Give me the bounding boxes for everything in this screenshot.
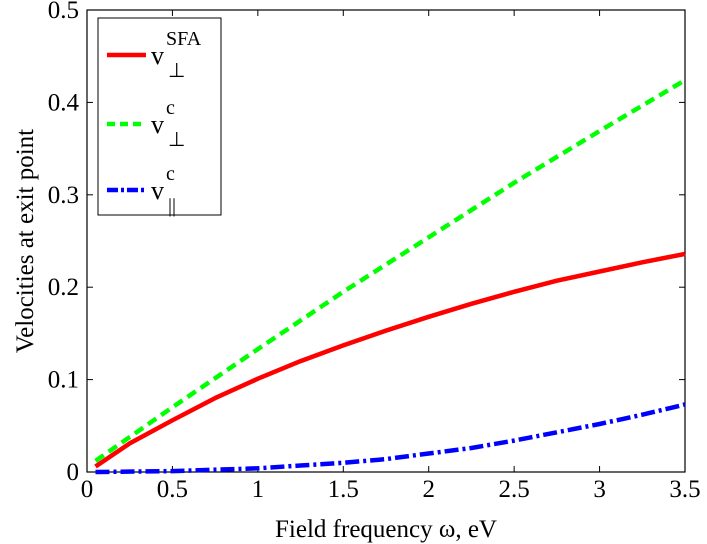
y-tick-label: 0.4 — [48, 89, 80, 116]
x-tick-label: 3 — [593, 476, 606, 503]
x-tick-label: 1.5 — [328, 476, 359, 503]
series-line-2 — [94, 78, 687, 463]
axis-ticks: 0 0.5 1 1.5 2 2.5 3 3.5 0 0.1 0.2 0.3 0.4 0.5 — [48, 0, 701, 503]
series-line-3 — [95, 402, 686, 475]
legend-superscript-2: c — [166, 97, 175, 119]
x-tick-label: 2.5 — [499, 476, 530, 503]
x-tick-label: 1 — [252, 476, 265, 503]
series-line-1 — [94, 251, 686, 469]
x-tick-label: 2 — [422, 476, 435, 503]
y-axis-label: Velocities at exit point — [12, 129, 39, 353]
legend-subscript-3: || — [168, 195, 176, 217]
x-tick-label: 0.5 — [157, 476, 188, 503]
x-tick-label: 3.5 — [669, 476, 700, 503]
legend-label-1: v — [151, 41, 164, 70]
y-tick-label: 0 — [67, 459, 80, 486]
legend-label-2: v — [151, 110, 164, 139]
y-tick-label: 0.3 — [48, 182, 79, 209]
y-tick-label: 0.5 — [48, 0, 79, 24]
y-tick-label: 0.2 — [48, 274, 79, 301]
y-tick-label: 0.1 — [48, 367, 79, 394]
legend-superscript-1: SFA — [166, 28, 202, 50]
x-tick-label: 0 — [81, 476, 94, 503]
legend-subscript-2: ⊥ — [168, 129, 185, 151]
legend-label-3: v — [151, 176, 164, 205]
legend-box — [97, 17, 222, 216]
legend-subscript-1: ⊥ — [168, 60, 185, 82]
legend-superscript-3: c — [166, 163, 175, 185]
series-layer — [94, 78, 687, 475]
x-axis-label: Field frequency ω, eV — [275, 516, 497, 543]
